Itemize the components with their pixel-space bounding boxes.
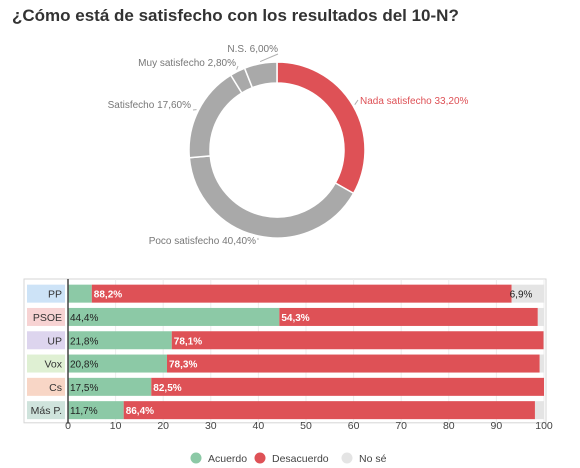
category-bg-vox — [27, 354, 65, 373]
data-label-pp-no-se: 6,9% — [510, 290, 533, 301]
x-tick-70: 70 — [395, 420, 407, 432]
donut-label-n-s: N.S. 6,00% — [227, 44, 278, 55]
donut-label-muy-satisfecho: Muy satisfecho 2,80% — [138, 58, 236, 69]
bar-mas-p-no-se — [534, 401, 544, 420]
bar-vox-desacuerdo — [167, 354, 540, 373]
category-label-cs: Cs — [49, 382, 62, 394]
donut-label-satisfecho: Satisfecho 17,60% — [108, 100, 191, 111]
x-tick-90: 90 — [491, 420, 503, 432]
leader-line-muy-satisfecho — [236, 65, 239, 70]
bar-pp-no-se — [511, 284, 545, 303]
bar-up-acuerdo — [68, 331, 172, 350]
bar-mas-p-desacuerdo — [123, 401, 535, 420]
x-tick-0: 0 — [65, 420, 71, 432]
donut-label-nada-satisfecho: Nada satisfecho 33,20% — [360, 96, 469, 107]
bar-up-desacuerdo — [171, 331, 544, 350]
legend-label-desacuerdo: Desacuerdo — [272, 453, 329, 465]
donut-chart: Nada satisfecho 33,20% Poco satisfecho 40… — [108, 44, 469, 247]
category-label-pp: PP — [48, 289, 62, 301]
x-tick-50: 50 — [300, 420, 312, 432]
x-tick-100: 100 — [535, 420, 553, 432]
category-bg-up — [27, 331, 65, 350]
data-label-cs-desacuerdo: 82,5% — [153, 383, 181, 394]
legend-marker-acuerdo — [190, 452, 202, 464]
data-label-psoe-acuerdo: 44,4% — [70, 313, 98, 324]
data-label-pp-desacuerdo: 88,2% — [94, 290, 122, 301]
donut-slice-n-s — [243, 61, 278, 89]
bar-psoe-acuerdo — [68, 307, 280, 326]
bar-chart-frame — [23, 278, 547, 424]
data-label-mas-p-acuerdo: 11,7% — [70, 406, 98, 417]
legend: Acuerdo Desacuerdo No sé — [190, 452, 387, 465]
data-label-up-desacuerdo: 78,1% — [174, 336, 202, 347]
bar-psoe-desacuerdo — [279, 307, 538, 326]
legend-label-acuerdo: Acuerdo — [208, 453, 247, 465]
stacked-bar-chart: 0 10 20 30 40 50 60 70 80 90 100 PP 88,2% 6,9% PSOE 44,… — [23, 278, 553, 432]
donut-slice-poco-satisfecho — [188, 155, 355, 239]
category-bg-psoe — [27, 307, 65, 326]
category-label-up: UP — [47, 335, 62, 347]
data-label-mas-p-desacuerdo: 86,4% — [126, 406, 154, 417]
donut-slice-nada-satisfecho — [276, 61, 366, 195]
category-bg-cs — [27, 377, 65, 396]
legend-label-no-se: No sé — [359, 453, 387, 465]
category-label-psoe: PSOE — [33, 312, 62, 324]
category-bg-mas-p — [27, 401, 65, 420]
x-tick-30: 30 — [205, 420, 217, 432]
bar-vox-acuerdo — [68, 354, 168, 373]
data-label-vox-acuerdo: 20,8% — [70, 360, 98, 371]
bar-pp-acuerdo — [68, 284, 92, 303]
bar-cs-acuerdo — [68, 377, 152, 396]
leader-line-n-s — [259, 53, 279, 63]
legend-marker-no-se — [341, 452, 353, 464]
legend-marker-desacuerdo — [254, 452, 266, 464]
data-label-vox-desacuerdo: 78,3% — [169, 360, 197, 371]
data-label-cs-acuerdo: 17,5% — [70, 383, 98, 394]
data-label-psoe-desacuerdo: 54,3% — [281, 313, 309, 324]
data-label-up-acuerdo: 21,8% — [70, 336, 98, 347]
category-bg-pp — [27, 284, 65, 303]
bar-pp-desacuerdo — [91, 284, 512, 303]
chart-title: ¿Cómo está de satisfecho con los resulta… — [12, 6, 459, 25]
x-tick-10: 10 — [110, 420, 122, 432]
x-tick-20: 20 — [157, 420, 169, 432]
bar-cs-desacuerdo — [151, 377, 545, 396]
bar-mas-p-acuerdo — [68, 401, 124, 420]
donut-slice-satisfecho — [188, 74, 243, 159]
category-label-vox: Vox — [44, 359, 62, 371]
donut-label-poco-satisfecho: Poco satisfecho 40,40% — [149, 236, 256, 247]
bar-psoe-no-se — [537, 307, 544, 326]
x-tick-60: 60 — [348, 420, 360, 432]
x-tick-40: 40 — [253, 420, 265, 432]
category-label-mas-p: Más P. — [31, 405, 62, 417]
x-tick-80: 80 — [443, 420, 455, 432]
leader-line-nada-satisfecho — [354, 99, 359, 105]
bar-vox-no-se — [539, 354, 544, 373]
